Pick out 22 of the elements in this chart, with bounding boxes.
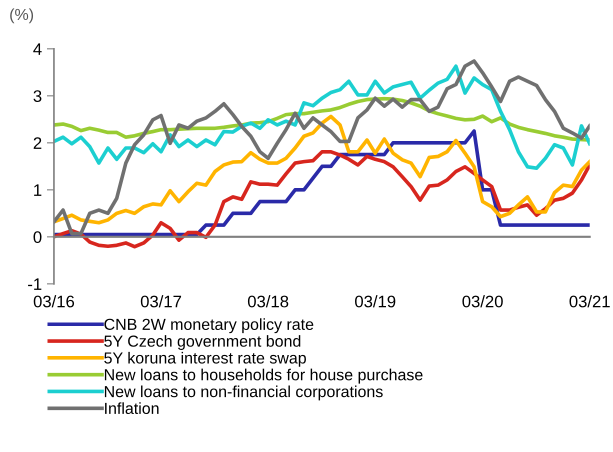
y-tick-label: 1 xyxy=(34,184,42,196)
legend-label: New loans to households for house purchase xyxy=(104,368,423,384)
y-tick-label: 4 xyxy=(33,43,42,55)
y-tick-label: -1 xyxy=(28,278,42,290)
x-tick-label: 03/17 xyxy=(140,295,182,308)
x-tick-label: 03/21 xyxy=(570,295,610,308)
y-tick-label: 2 xyxy=(34,137,42,149)
x-tick-label: 03/16 xyxy=(34,295,74,308)
legend-label: New loans to non-financial corporations xyxy=(104,385,383,400)
line-series xyxy=(54,64,590,170)
line-series xyxy=(54,59,590,236)
line-series xyxy=(54,114,590,225)
x-tick-label: 03/20 xyxy=(462,295,503,308)
y-tick-label: 0 xyxy=(34,231,42,244)
legend-label: CNB 2W monetary policy rate xyxy=(104,318,314,334)
y-axis-title: (%) xyxy=(10,8,34,24)
x-tick-label: 03/18 xyxy=(248,295,288,308)
legend-label: 5Y koruna interest rate swap xyxy=(104,352,306,367)
legend-label: Inflation xyxy=(105,402,159,414)
legend-label: 5Y Czech government bond xyxy=(104,335,300,350)
x-tick-label: 03/19 xyxy=(355,295,396,308)
y-tick-label: 3 xyxy=(34,90,42,102)
